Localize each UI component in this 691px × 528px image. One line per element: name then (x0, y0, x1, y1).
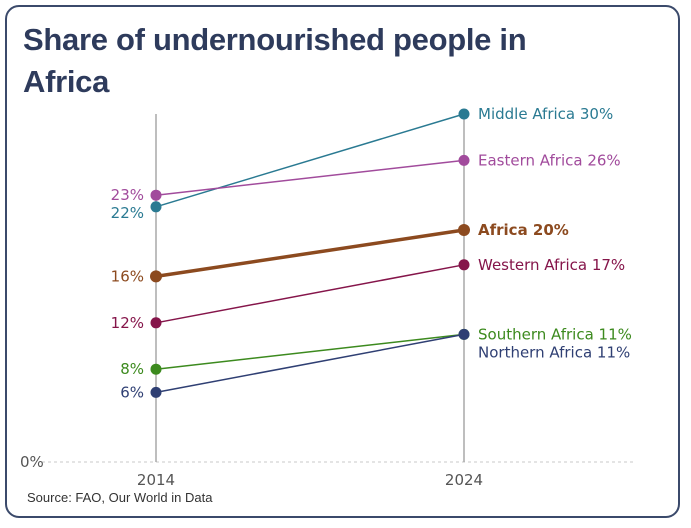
series-end-label: Middle Africa 30% (478, 105, 613, 123)
data-point (458, 108, 470, 120)
series-start-label: 12% (111, 314, 144, 332)
data-point (150, 386, 162, 398)
series-line (155, 264, 465, 324)
series-start-label: 6% (120, 383, 144, 401)
chart-source: Source: FAO, Our World in Data (27, 490, 213, 505)
series-start-label: 8% (120, 360, 144, 378)
series-line (155, 159, 465, 196)
series-line (155, 333, 465, 394)
data-point (150, 189, 162, 201)
series-start-label: 16% (111, 267, 144, 285)
data-point (150, 270, 162, 283)
chart-card: Share of undernourished people in Africa… (5, 5, 680, 518)
series-start-label: 22% (111, 204, 144, 222)
data-point (150, 363, 162, 375)
series-end-label: Eastern Africa 26% (478, 151, 621, 169)
series-line (154, 228, 466, 279)
series-line (155, 113, 465, 208)
series-end-label: Western Africa 17% (478, 256, 625, 274)
data-point (458, 259, 470, 271)
y-tick-label: 0% (20, 453, 44, 471)
x-tick-label: 2024 (445, 471, 483, 489)
series-end-label: Southern Africa 11% (478, 325, 632, 343)
data-point (458, 154, 470, 166)
series-start-label: 23% (111, 186, 144, 204)
data-point (458, 328, 470, 340)
x-tick-label: 2014 (137, 471, 175, 489)
chart-title: Share of undernourished people in Africa (23, 22, 527, 99)
data-point (458, 224, 470, 236)
data-point (150, 317, 162, 329)
data-point (150, 201, 162, 213)
series-end-label: Northern Africa 11% (478, 343, 630, 361)
series-end-label: Africa 20% (478, 221, 569, 239)
series-line (155, 333, 465, 370)
